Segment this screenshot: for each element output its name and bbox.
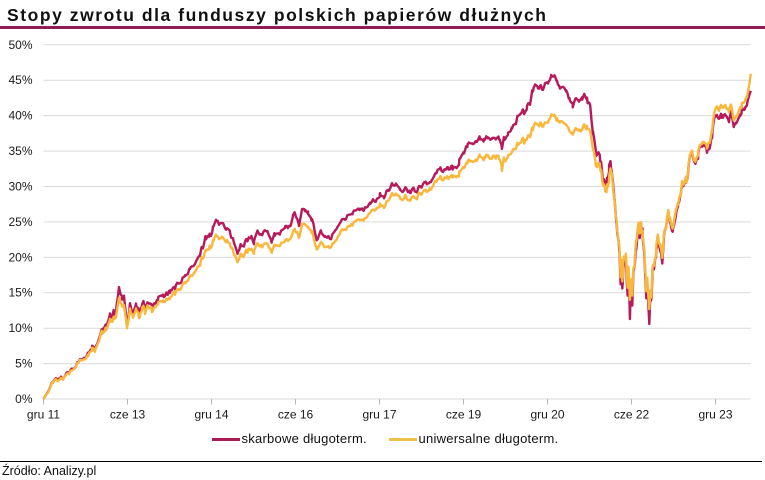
svg-text:5%: 5% xyxy=(15,357,33,371)
svg-text:gru 14: gru 14 xyxy=(194,408,228,422)
svg-text:gru 23: gru 23 xyxy=(698,408,732,422)
svg-text:gru 20: gru 20 xyxy=(530,408,564,422)
svg-text:cze 19: cze 19 xyxy=(446,408,482,422)
svg-text:45%: 45% xyxy=(8,73,32,87)
svg-text:gru 17: gru 17 xyxy=(362,408,396,422)
svg-text:gru 11: gru 11 xyxy=(27,408,60,422)
svg-text:cze 13: cze 13 xyxy=(110,408,146,422)
svg-text:25%: 25% xyxy=(8,215,32,229)
svg-text:30%: 30% xyxy=(8,180,32,194)
svg-text:35%: 35% xyxy=(8,144,32,158)
svg-text:10%: 10% xyxy=(8,321,32,335)
svg-text:20%: 20% xyxy=(8,250,32,264)
svg-text:cze 22: cze 22 xyxy=(614,408,650,422)
svg-text:40%: 40% xyxy=(8,109,32,123)
svg-text:cze 16: cze 16 xyxy=(278,408,314,422)
svg-text:0%: 0% xyxy=(15,392,33,406)
svg-text:15%: 15% xyxy=(8,286,32,300)
svg-text:50%: 50% xyxy=(8,38,32,52)
